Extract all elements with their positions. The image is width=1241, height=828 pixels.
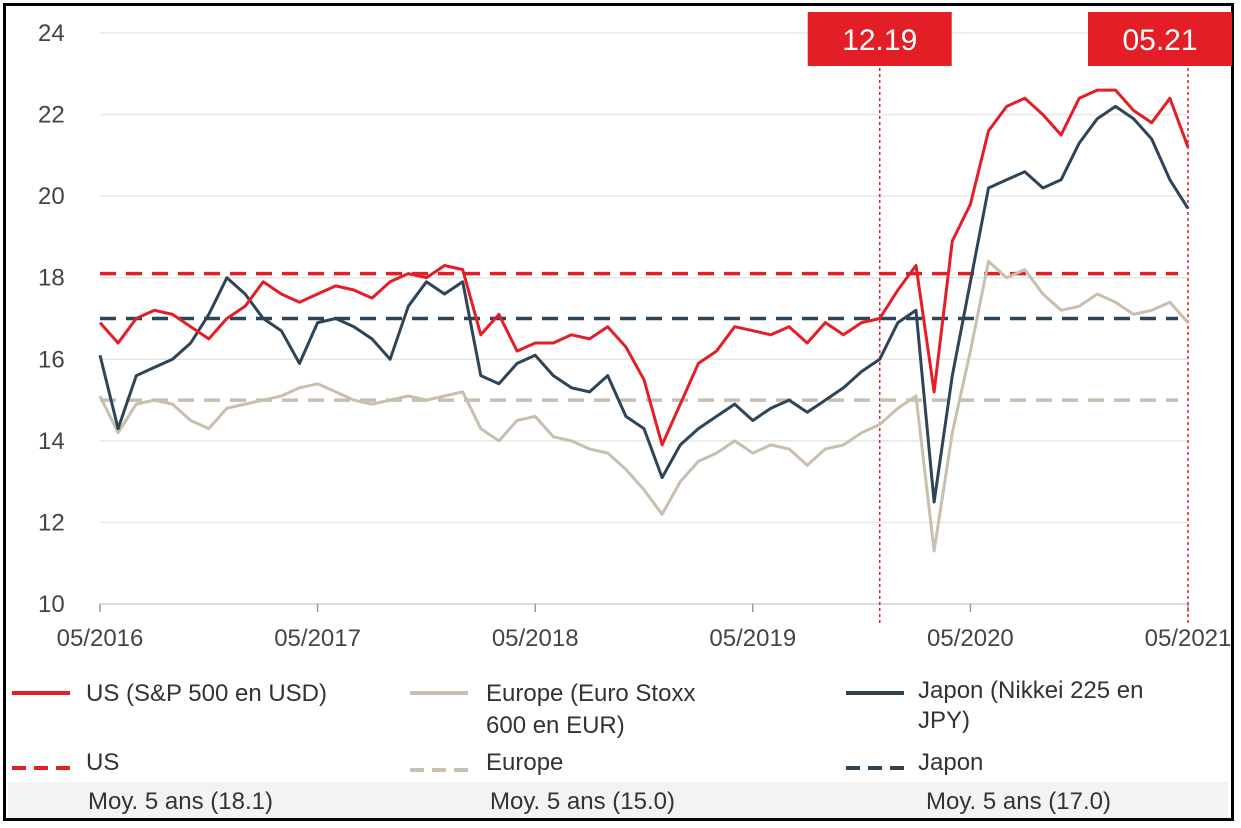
- legend-japan-line-label-2: JPY): [918, 707, 971, 734]
- legend-japan-avg-swatch: [846, 766, 906, 770]
- legend-japan-avg-label: Japon: [918, 749, 984, 776]
- event-marker-box: [1088, 12, 1232, 66]
- legend-europe-line-label-2: 600 en EUR): [486, 712, 625, 739]
- legend-us-avg-label: US: [86, 749, 120, 776]
- y-tick-label: 12: [38, 509, 65, 536]
- legend-europe-line-swatch: [410, 691, 468, 695]
- legend-japan-line-swatch: [846, 691, 904, 695]
- legend-us-avg-value: Moy. 5 ans (18.1): [88, 788, 273, 815]
- series-line: [98, 88, 1190, 447]
- legend-europe-avg-swatch: [410, 768, 470, 772]
- legend-japan-avg-value: Moy. 5 ans (17.0): [926, 788, 1111, 815]
- legend-europe-line-label-1: Europe (Euro Stoxx: [486, 680, 696, 707]
- legend-us-avg-swatch: [12, 766, 72, 770]
- y-tick-label: 18: [38, 265, 65, 292]
- event-marker-label: 05.21: [1122, 24, 1197, 57]
- x-tick-label: 05/2021: [1145, 625, 1232, 652]
- y-tick-label: 20: [38, 183, 65, 210]
- legend-europe-avg-value: Moy. 5 ans (15.0): [490, 788, 675, 815]
- x-tick-label: 05/2020: [927, 625, 1014, 652]
- x-tick-label: 05/2018: [492, 625, 579, 652]
- x-tick-label: 05/2016: [57, 625, 144, 652]
- legend-japan-line-label-1: Japon (Nikkei 225 en: [918, 677, 1144, 704]
- legend-europe-avg-label: Europe: [486, 749, 564, 776]
- event-marker-box: [807, 12, 952, 66]
- x-tick-label: 05/2017: [274, 625, 361, 652]
- legend-avg-background: [8, 782, 1228, 818]
- event-marker-label: 12.19: [842, 24, 917, 57]
- y-tick-label: 22: [38, 102, 65, 129]
- series-line: [98, 259, 1190, 553]
- x-tick-label: 05/2019: [709, 625, 796, 652]
- y-tick-label: 14: [38, 428, 65, 455]
- legend-us-line-swatch: [12, 691, 70, 695]
- y-tick-label: 10: [38, 591, 65, 618]
- chart-frame: [3, 3, 1234, 821]
- series-line: [98, 104, 1190, 504]
- y-tick-label: 16: [38, 346, 65, 373]
- legend-us-line-label: US (S&P 500 en USD): [86, 680, 327, 707]
- y-tick-label: 24: [38, 20, 65, 47]
